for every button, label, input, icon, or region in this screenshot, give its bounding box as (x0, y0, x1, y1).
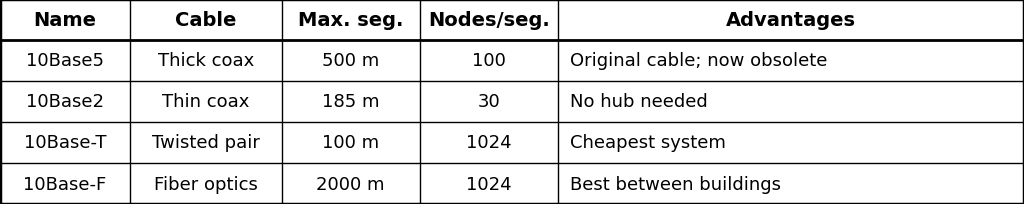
Text: 1024: 1024 (466, 134, 512, 152)
Text: Advantages: Advantages (726, 11, 856, 30)
Text: 500 m: 500 m (323, 52, 379, 70)
Text: 10Base2: 10Base2 (26, 93, 104, 111)
Text: Original cable; now obsolete: Original cable; now obsolete (570, 52, 827, 70)
Text: No hub needed: No hub needed (570, 93, 709, 111)
Text: Best between buildings: Best between buildings (570, 175, 781, 193)
Text: 100 m: 100 m (323, 134, 379, 152)
Text: Fiber optics: Fiber optics (154, 175, 258, 193)
Text: 100: 100 (472, 52, 506, 70)
Text: Cheapest system: Cheapest system (570, 134, 726, 152)
Text: Twisted pair: Twisted pair (152, 134, 260, 152)
Text: 10Base-T: 10Base-T (24, 134, 106, 152)
Text: Name: Name (34, 11, 96, 30)
Text: 185 m: 185 m (322, 93, 380, 111)
Text: 1024: 1024 (466, 175, 512, 193)
Text: Cable: Cable (175, 11, 237, 30)
Text: 2000 m: 2000 m (316, 175, 385, 193)
Text: Thick coax: Thick coax (158, 52, 254, 70)
Text: 10Base-F: 10Base-F (24, 175, 106, 193)
Text: Nodes/seg.: Nodes/seg. (428, 11, 550, 30)
Text: 30: 30 (477, 93, 501, 111)
Text: Thin coax: Thin coax (162, 93, 250, 111)
Text: 10Base5: 10Base5 (26, 52, 104, 70)
Text: Max. seg.: Max. seg. (298, 11, 403, 30)
